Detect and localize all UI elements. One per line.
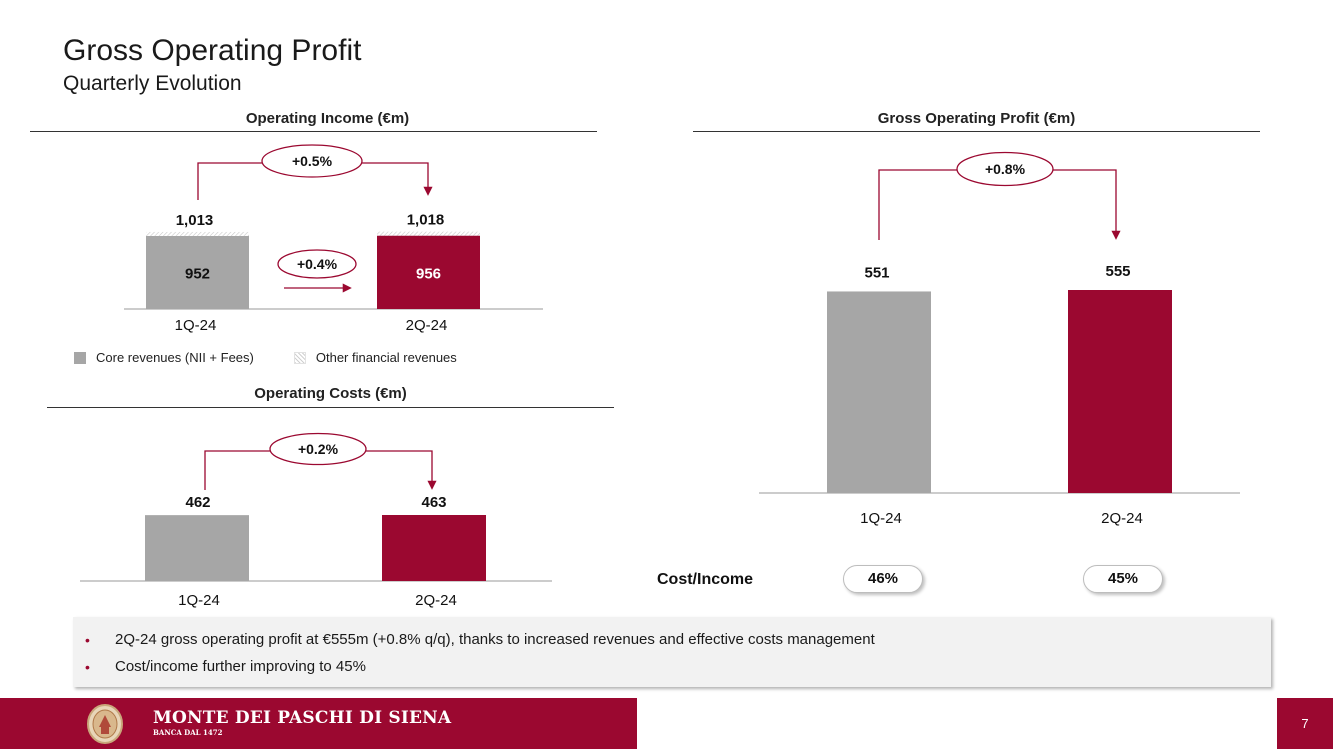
legend-core-swatch — [74, 351, 86, 364]
bullet-dot-icon: • — [85, 658, 90, 675]
cost-income-label: Cost/Income — [657, 571, 754, 588]
other-revenue-bar — [377, 231, 480, 236]
total-value-label: 1,013 — [176, 212, 214, 229]
operating-costs-chart: 462 1Q-24 463 2Q-24 +0.2% — [80, 432, 552, 609]
page-subtitle: Quarterly Evolution — [63, 72, 242, 95]
core-change-pill-oval — [277, 249, 357, 279]
gop-change-pill-oval — [956, 151, 1054, 187]
cost-change-pill-label: +0.2% — [298, 441, 339, 457]
category-label: 2Q-24 — [415, 592, 457, 609]
total-change-pill-label: +0.5% — [292, 153, 333, 169]
category-label: 2Q-24 — [406, 317, 448, 334]
page-number: 7 — [1277, 698, 1333, 749]
category-label: 2Q-24 — [1101, 510, 1143, 527]
gop-value-label: 551 — [864, 264, 889, 281]
bank-seal-icon — [87, 704, 123, 744]
cost-value-label: 463 — [421, 494, 446, 511]
cost-bar — [145, 515, 249, 581]
bullet-text: 2Q-24 gross operating profit at €555m (+… — [115, 631, 875, 648]
core-value-label: 956 — [416, 265, 441, 282]
category-label: 1Q-24 — [175, 317, 217, 334]
cost-change-pill-oval — [269, 432, 367, 466]
core-value-label: 952 — [185, 265, 210, 282]
bullet-item: • 2Q-24 gross operating profit at €555m … — [85, 626, 1271, 653]
gop-chart: 551 1Q-24 555 2Q-24 +0.8% — [759, 151, 1240, 527]
legend-other-label: Other financial revenues — [315, 350, 457, 365]
operating-costs-rule — [47, 407, 614, 408]
core-revenue-bar — [377, 235, 480, 309]
commentary-box: • 2Q-24 gross operating profit at €555m … — [73, 617, 1271, 687]
bullet-dot-icon: • — [85, 631, 90, 648]
gop-bar — [827, 291, 931, 493]
page-title: Gross Operating Profit — [63, 34, 362, 67]
core-change-pill-label: +0.4% — [297, 256, 338, 272]
bullet-text: Cost/income further improving to 45% — [115, 658, 366, 675]
total-value-label: 1,018 — [407, 212, 445, 229]
footer-brand-name: MONTE DEI PASCHI DI SIENA — [153, 708, 452, 728]
operating-income-rule — [30, 131, 597, 132]
gop-title: Gross Operating Profit (€m) — [877, 110, 1076, 127]
total-change-pill-oval — [261, 144, 363, 178]
gop-value-label: 555 — [1105, 263, 1130, 280]
category-label: 1Q-24 — [860, 510, 902, 527]
operating-income-title: Operating Income (€m) — [245, 110, 410, 127]
cost-income-1q: 46% — [843, 565, 923, 593]
gop-rule — [693, 131, 1260, 132]
cost-value-label: 462 — [185, 494, 210, 511]
operating-income-chart: 952 1,013 1Q-24 956 1,018 2Q-24 +0.5% +0.4% — [124, 144, 543, 334]
gop-change-pill-label: +0.8% — [985, 161, 1026, 177]
other-revenue-bar — [146, 231, 249, 236]
footer-brand-sub: BANCA DAL 1472 — [153, 728, 223, 737]
legend-other-swatch — [293, 351, 306, 364]
cost-income-2q: 45% — [1083, 565, 1163, 593]
bullet-item: • Cost/income further improving to 45% — [85, 653, 1271, 680]
core-revenue-bar — [146, 235, 249, 309]
operating-costs-title: Operating Costs (€m) — [254, 385, 407, 402]
gop-bar — [1068, 290, 1172, 493]
legend-core-label: Core revenues (NII + Fees) — [96, 350, 254, 365]
cost-bar — [382, 515, 486, 581]
chart-legend: Core revenues (NII + Fees) Other financi… — [74, 350, 457, 365]
category-label: 1Q-24 — [178, 592, 220, 609]
